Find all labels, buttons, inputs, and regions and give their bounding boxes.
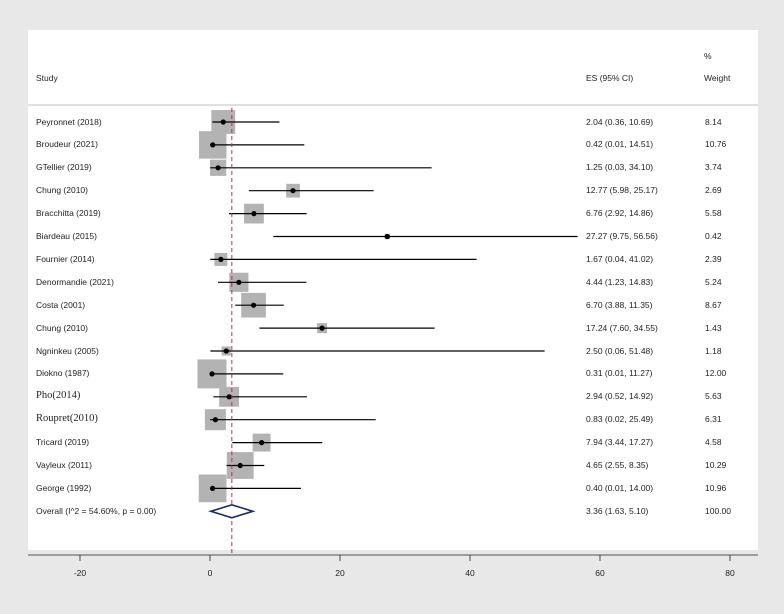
point-estimate [209,371,215,377]
es-column-header: ES (95% CI) [586,73,634,83]
es-ci-label: 2.50 (0.06, 51.48) [586,345,654,356]
weight-label: 2.69 [705,185,722,196]
study-label: Vayleux (2011) [36,460,92,470]
overall-es-label: 3.36 (1.63, 5.10) [586,505,649,516]
es-ci-label: 4.44 (1.23, 14.83) [586,276,654,287]
x-tick-label: 60 [595,568,605,578]
point-estimate [384,233,390,240]
point-estimate [259,440,265,446]
point-estimate [218,256,224,262]
study-label: GTellier (2019) [36,162,92,173]
weight-percent-header: % [704,51,712,61]
point-estimate [251,211,257,217]
study-label: Ngninkeu (2005) [36,345,99,356]
point-estimate [223,348,229,354]
es-ci-label: 1.25 (0.03, 34.10) [586,162,654,173]
x-tick-label: 20 [335,568,345,578]
point-estimate [226,394,232,400]
es-ci-label: 0.83 (0.02, 25.49) [586,414,654,425]
overall-diamond [208,503,256,519]
study-label: Fournier (2014) [36,253,95,264]
study-label: Denormandie (2021) [36,276,114,287]
study-label: Pho(2014) [36,390,81,402]
study-label: Tricard (2019) [36,437,90,448]
weight-label: 12.00 [705,368,727,379]
es-ci-label: 0.31 (0.01, 11.27) [586,368,653,379]
es-ci-label: 6.76 (2.92, 14.86) [586,208,654,219]
point-estimate [236,279,242,285]
study-label: Bracchitta (2019) [36,208,101,219]
study-label: Broudeur (2021) [36,139,98,150]
weight-label: 8.67 [705,299,722,310]
weight-label: 1.18 [705,345,722,356]
weight-label: 6.31 [705,414,722,425]
weight-label: 10.96 [705,482,727,493]
weight-label: 10.29 [705,460,727,470]
study-label: Biardeau (2015) [36,231,97,241]
study-label: Diokno (1987) [36,368,90,379]
plot-panel [28,30,758,550]
weight-label: 4.58 [705,437,722,448]
weight-label: 3.74 [705,162,722,173]
study-label: Roupret(2010) [36,413,98,425]
es-ci-label: 17.24 (7.60, 34.55) [586,322,658,333]
x-tick-label: 80 [725,568,735,578]
weight-label: 5.24 [705,276,722,287]
point-estimate [210,485,216,491]
study-label: Peyronnet (2018) [36,116,102,127]
weight-label: 5.63 [705,391,722,402]
study-column-header: Study [36,73,58,83]
point-estimate [215,165,221,171]
weight-label: 10.76 [705,139,727,150]
weight-label: 2.39 [705,253,722,264]
point-estimate [210,142,216,148]
point-estimate [212,417,218,423]
study-label: Costa (2001) [36,299,86,310]
es-ci-label: 2.94 (0.52, 14.92) [586,391,654,402]
study-label: George (1992) [36,482,92,493]
study-label: Chung (2010) [36,322,88,333]
es-ci-label: 1.67 (0.04, 41.02) [586,253,654,264]
overall-label: Overall (I^2 = 54.60%, p = 0.00) [36,505,157,516]
point-estimate [250,302,257,308]
point-estimate [220,119,226,125]
weight-label: 0.42 [705,231,722,241]
x-tick-label: -20 [73,568,87,578]
es-ci-label: 0.42 (0.01, 14.51) [586,139,654,150]
es-ci-label: 6.70 (3.88, 11.35) [586,299,653,310]
es-ci-label: 27.27 (9.75, 56.56) [586,231,658,241]
es-ci-label: 4.65 (2.55, 8.35) [586,460,649,470]
x-tick-label: 0 [207,568,213,578]
point-estimate [237,462,243,469]
study-label: Chung (2010) [36,185,88,196]
point-estimate [290,188,296,194]
overall-weight-label: 100.00 [705,505,731,516]
es-ci-label: 2.04 (0.36, 10.69) [586,116,654,127]
weight-label: 5.58 [705,208,722,219]
es-ci-label: 12.77 (5.98, 25.17) [586,185,658,196]
x-tick-label: 40 [465,568,475,578]
weight-column-header: Weight [704,73,731,83]
weight-label: 8.14 [705,116,722,127]
point-estimate [319,325,325,331]
es-ci-label: 0.40 (0.01, 14.00) [586,482,654,493]
es-ci-label: 7.94 (3.44, 17.27) [586,437,654,448]
weight-label: 1.43 [705,322,722,333]
